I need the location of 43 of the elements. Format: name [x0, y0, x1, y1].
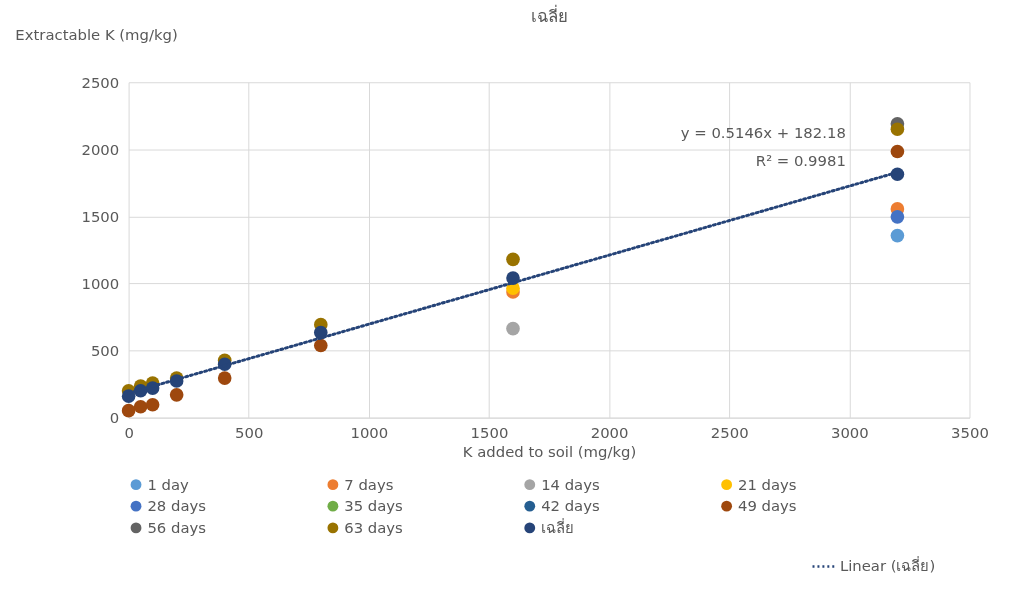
legend-label: 49 days — [737, 497, 797, 515]
legend-label: Linear (เฉลี่ย) — [839, 555, 936, 575]
legend-label: 28 days — [147, 497, 206, 515]
point — [217, 371, 232, 385]
point — [890, 228, 905, 243]
y-tick-label: 0 — [109, 409, 120, 427]
y-tick-label: 500 — [90, 342, 120, 359]
y-axis-title: Extractable K (mg/kg) — [15, 26, 178, 44]
point — [506, 252, 520, 267]
point — [313, 338, 328, 353]
y-tick-label: 2000 — [81, 140, 120, 158]
legend-label: 14 days — [541, 475, 600, 493]
legend-label: 63 days — [344, 518, 403, 536]
legend-label: 7 days — [344, 475, 394, 493]
legend-label: 56 days — [147, 518, 206, 536]
point — [133, 399, 148, 414]
x-axis-title: K added to soil (mg/kg) — [462, 442, 637, 460]
y-tick-label: 2500 — [81, 73, 120, 91]
point — [890, 144, 905, 159]
x-tick-label: 1500 — [470, 423, 509, 441]
y-tick-label: 1500 — [81, 207, 120, 225]
legend-label: 21 days — [737, 475, 797, 493]
x-tick-label: 0 — [124, 423, 134, 441]
legend-label: เฉลี่ย — [541, 516, 575, 536]
point — [890, 122, 905, 137]
chart-title: เฉลี่ย — [530, 3, 568, 26]
x-tick-label: 500 — [235, 423, 264, 441]
point — [121, 403, 136, 418]
point — [506, 321, 520, 336]
annotation: y = 0.5146x + 182.18 — [680, 123, 846, 141]
annotation: R² = 0.9981 — [755, 152, 846, 170]
x-tick-label: 3000 — [830, 423, 869, 441]
y-tick-label: 1000 — [81, 274, 120, 292]
legend-label: 42 days — [541, 497, 600, 515]
x-tick-label: 3500 — [951, 423, 989, 441]
legend-label: 1 day — [147, 475, 190, 493]
x-tick-label: 2000 — [590, 423, 629, 441]
point — [169, 388, 184, 402]
point — [890, 210, 905, 224]
point — [145, 397, 160, 412]
legend-label: 35 days — [344, 497, 403, 515]
x-tick-label: 2500 — [710, 423, 749, 441]
x-tick-label: 1000 — [350, 423, 389, 441]
